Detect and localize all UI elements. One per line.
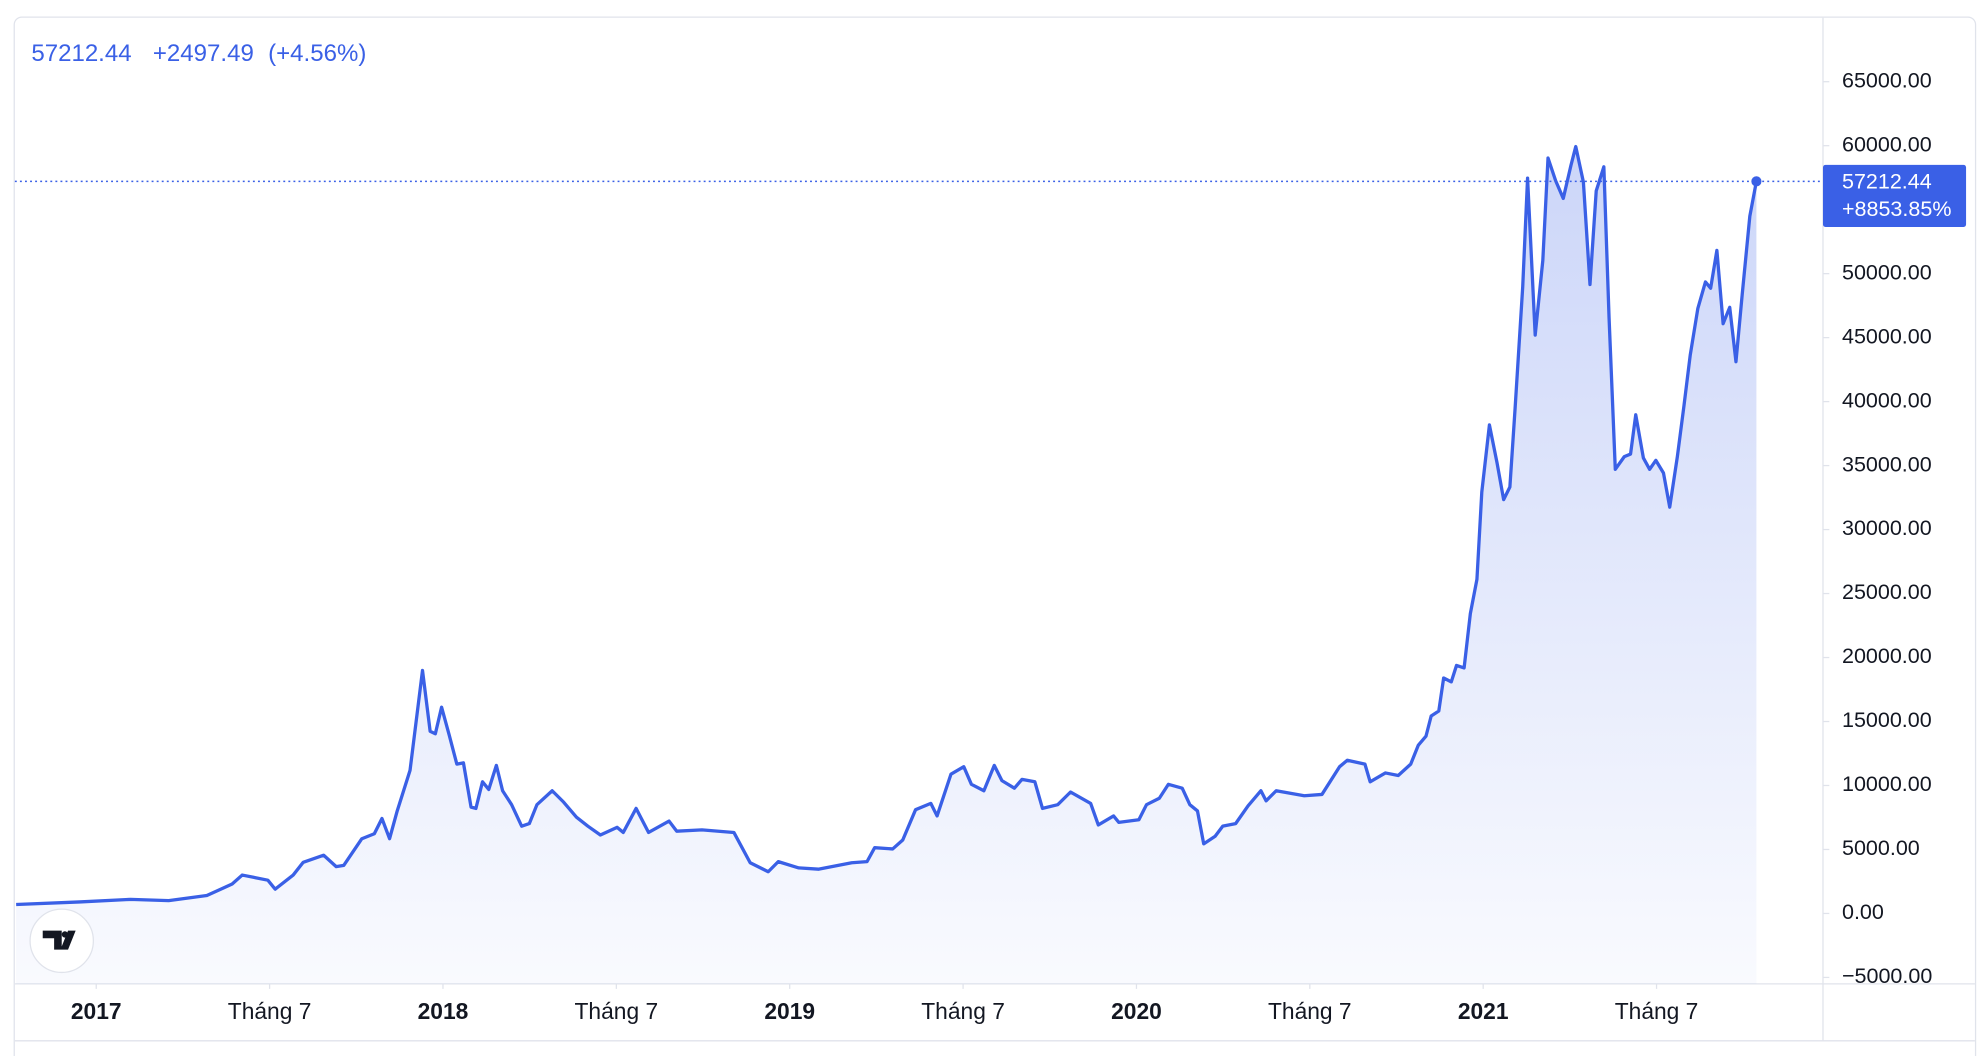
- x-tick-label: 2018: [418, 998, 469, 1024]
- x-tick-label: Tháng 7: [1615, 998, 1699, 1024]
- last-price-label: 57212.44: [1842, 169, 1932, 193]
- x-tick-label: 2017: [71, 998, 122, 1024]
- x-tick-label: Tháng 7: [921, 998, 1005, 1024]
- y-tick-label: 50000.00: [1842, 260, 1932, 284]
- last-point: [1751, 176, 1762, 187]
- x-tick-label: 2019: [764, 998, 815, 1024]
- x-tick-label: Tháng 7: [228, 998, 312, 1024]
- y-tick-label: 45000.00: [1842, 324, 1932, 348]
- y-tick-label: 30000.00: [1842, 516, 1932, 540]
- x-tick-label: 2021: [1458, 998, 1509, 1024]
- y-tick-label: −5000.00: [1842, 964, 1932, 988]
- header-change-percent: (+4.56%): [268, 40, 366, 67]
- y-tick-label: 5000.00: [1842, 836, 1920, 860]
- x-tick-label: Tháng 7: [575, 998, 659, 1024]
- axes: −5000.00 0.00 5000.00 10000.00 15000.00 20000…: [71, 68, 1932, 1024]
- x-tick-label: 2020: [1111, 998, 1162, 1024]
- y-tick-label: 0.00: [1842, 900, 1884, 924]
- y-tick-label: 20000.00: [1842, 644, 1932, 668]
- y-tick-label: 25000.00: [1842, 580, 1932, 604]
- logo: [29, 908, 95, 974]
- price-line: [16, 144, 1759, 907]
- header-price: 57212.44: [31, 40, 131, 67]
- y-tick-label: 10000.00: [1842, 772, 1932, 796]
- area-fill: [16, 146, 1757, 984]
- y-tick-label: 40000.00: [1842, 388, 1932, 412]
- plot-area: [16, 144, 1759, 984]
- y-tick-label: 35000.00: [1842, 452, 1932, 476]
- header-change: +2497.49: [153, 40, 254, 67]
- y-tick-label: 65000.00: [1842, 68, 1932, 92]
- y-tick-label: 15000.00: [1842, 708, 1932, 732]
- x-tick-label: Tháng 7: [1268, 998, 1352, 1024]
- total-change-label: +8853.85%: [1842, 197, 1951, 221]
- last-price-badge: [1822, 164, 1967, 227]
- y-tick-label: 60000.00: [1842, 132, 1932, 156]
